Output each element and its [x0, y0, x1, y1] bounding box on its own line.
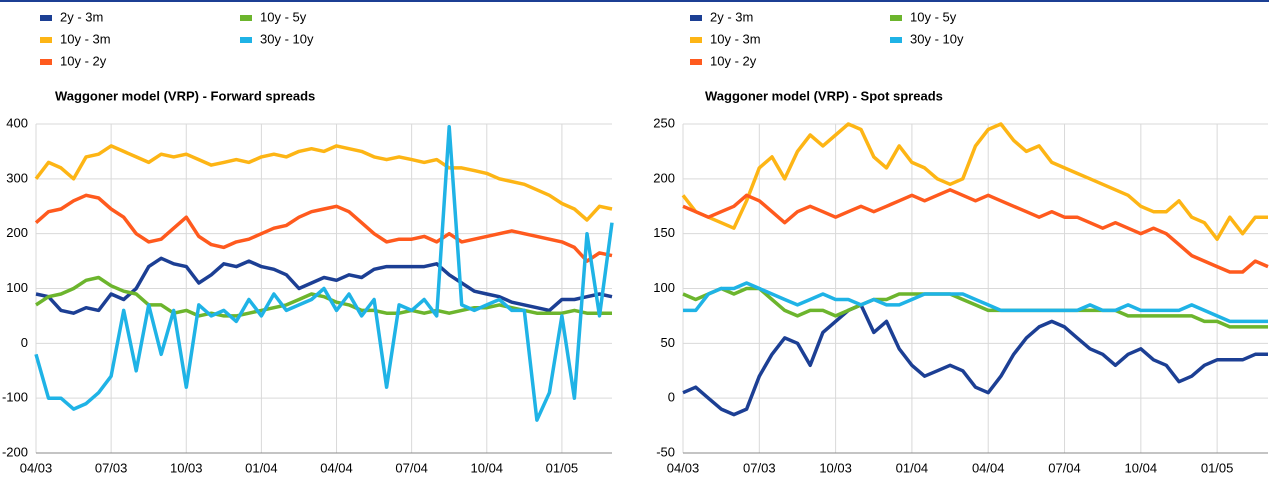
legend-swatch [890, 15, 902, 21]
x-tick-label: 01/04 [245, 460, 278, 475]
legend-label: 2y - 3m [60, 9, 103, 24]
series-line [34, 124, 614, 422]
y-tick-label: -200 [2, 444, 28, 459]
legend-label: 2y - 3m [710, 9, 753, 24]
x-tick-label: 10/04 [1125, 460, 1158, 475]
x-tick-label: 07/03 [743, 460, 776, 475]
series-line [34, 193, 613, 263]
y-tick-label: 0 [668, 390, 675, 405]
legend-label: 10y - 3m [60, 31, 111, 46]
y-tick-label: -100 [2, 390, 28, 405]
y-tick-label: 400 [6, 115, 28, 130]
legend-swatch [690, 15, 702, 21]
x-tick-label: 07/04 [395, 460, 428, 475]
x-tick-label: 10/03 [819, 460, 852, 475]
y-tick-label: 150 [653, 225, 675, 240]
legend-swatch [690, 59, 702, 65]
x-tick-label: 04/03 [20, 460, 53, 475]
y-tick-label: 100 [653, 280, 675, 295]
chart-title: Waggoner model (VRP) - Spot spreads [705, 88, 943, 103]
legend-label: 30y - 10y [910, 31, 964, 46]
y-tick-label: 100 [6, 280, 28, 295]
y-tick-label: 200 [6, 225, 28, 240]
series-line [682, 303, 1268, 417]
x-tick-label: 10/04 [471, 460, 504, 475]
x-tick-label: 07/04 [1048, 460, 1081, 475]
y-tick-label: 0 [21, 335, 28, 350]
legend-label: 30y - 10y [260, 31, 314, 46]
legend-label: 10y - 2y [710, 53, 757, 68]
y-tick-label: 200 [653, 170, 675, 185]
legend-swatch [40, 59, 52, 65]
top-rule [0, 0, 1269, 2]
series-line [682, 286, 1268, 329]
y-tick-label: -50 [656, 444, 675, 459]
x-tick-label: 07/03 [95, 460, 128, 475]
y-tick-label: 300 [6, 170, 28, 185]
legend-swatch [40, 15, 52, 21]
x-tick-label: 04/03 [667, 460, 700, 475]
legend-swatch [40, 37, 52, 43]
legend-swatch [890, 37, 902, 43]
legend-label: 10y - 5y [910, 9, 957, 24]
legend-swatch [240, 15, 252, 21]
legend-label: 10y - 5y [260, 9, 307, 24]
series-line [683, 281, 1268, 324]
legend-label: 10y - 2y [60, 53, 107, 68]
legend-swatch [690, 37, 702, 43]
series-line [35, 256, 613, 315]
x-tick-label: 10/03 [170, 460, 203, 475]
x-tick-label: 04/04 [972, 460, 1005, 475]
x-tick-label: 01/05 [546, 460, 579, 475]
series-line [35, 275, 612, 318]
x-tick-label: 01/05 [1201, 460, 1234, 475]
series-line [34, 144, 613, 222]
legend-swatch [240, 37, 252, 43]
x-tick-label: 01/04 [896, 460, 929, 475]
series-line [681, 122, 1268, 241]
legend-label: 10y - 3m [710, 31, 761, 46]
chart-title: Waggoner model (VRP) - Forward spreads [55, 88, 315, 103]
y-tick-label: 50 [661, 335, 675, 350]
y-tick-label: 250 [653, 115, 675, 130]
x-tick-label: 04/04 [320, 460, 353, 475]
series-line [682, 188, 1269, 274]
